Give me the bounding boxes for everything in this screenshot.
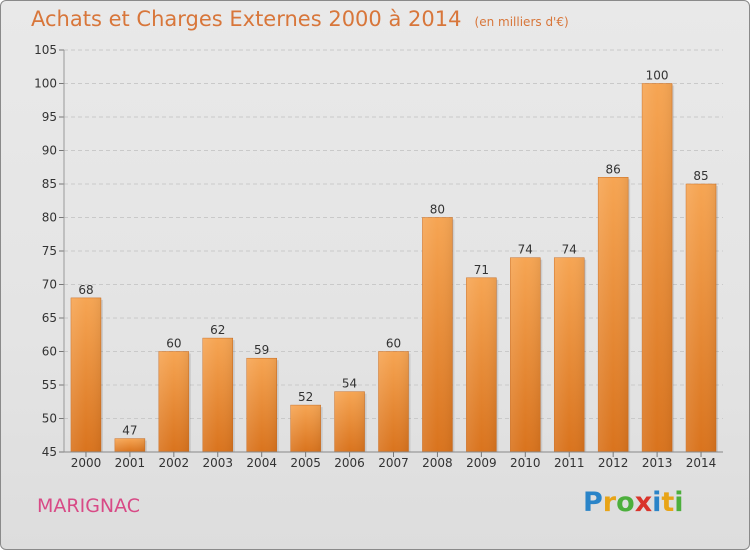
data-label: 74 (562, 243, 577, 257)
proxiti-logo: Proxiti (583, 487, 684, 518)
bar-shine (290, 405, 321, 452)
x-tick-label: 2011 (554, 456, 585, 470)
x-tick-label: 2014 (686, 456, 717, 470)
bar-shine (158, 351, 189, 452)
x-tick-label: 2003 (202, 456, 233, 470)
data-label: 71 (474, 263, 489, 277)
y-tick-label: 105 (34, 43, 57, 57)
chart-subtitle: (en milliers d'€) (474, 15, 569, 29)
title-row: Achats et Charges Externes 2000 à 2014 (… (31, 7, 569, 31)
bar-shine (378, 351, 409, 452)
data-label: 60 (386, 337, 401, 351)
logo-letter: P (583, 487, 603, 518)
x-tick-label: 2001 (115, 456, 146, 470)
x-tick-label: 2006 (334, 456, 365, 470)
bar-shine (598, 177, 629, 453)
bar-shine (202, 338, 233, 452)
logo-letter: i (674, 487, 684, 518)
logo-letter: i (652, 487, 662, 518)
x-tick-label: 2009 (466, 456, 497, 470)
y-tick-label: 80 (42, 211, 57, 225)
bar-shine (686, 184, 717, 452)
logo-letter: r (602, 487, 617, 518)
data-label: 80 (430, 203, 445, 217)
axis-layer: 45 50 55 60 65 70 75 80 85 90 95 100 105 2000 2001 2002… (34, 43, 723, 470)
y-tick-label: 95 (42, 110, 57, 124)
bar-shine (466, 277, 497, 452)
data-label: 86 (606, 162, 621, 176)
chart-title: Achats et Charges Externes 2000 à 2014 (31, 7, 462, 31)
x-tick-label: 2002 (159, 456, 190, 470)
y-tick-label: 50 (42, 412, 57, 426)
y-tick-label: 65 (42, 311, 57, 325)
data-label: 62 (210, 323, 225, 337)
y-tick-label: 75 (42, 244, 57, 258)
bar-shine (510, 257, 541, 452)
x-tick-label: 2005 (290, 456, 321, 470)
data-label: 59 (254, 343, 269, 357)
x-tick-label: 2013 (642, 456, 673, 470)
data-label: 85 (693, 169, 708, 183)
bar-shine (422, 217, 453, 452)
bar-shine (334, 391, 365, 452)
x-tick-label: 2012 (598, 456, 629, 470)
data-label: 54 (342, 377, 357, 391)
logo-letter: t (661, 487, 675, 518)
x-tick-label: 2008 (422, 456, 453, 470)
data-label: 52 (298, 390, 313, 404)
bar-shine (114, 438, 145, 452)
data-label: 74 (518, 243, 533, 257)
bar-shine (554, 257, 585, 452)
place-name: MARIGNAC (37, 495, 141, 517)
logo-letter: o (616, 487, 635, 518)
x-tick-label: 2007 (378, 456, 409, 470)
logo-letter: x (634, 487, 653, 518)
data-label: 47 (122, 424, 137, 438)
bar-shine (246, 358, 277, 452)
x-tick-label: 2004 (246, 456, 277, 470)
y-tick-label: 85 (42, 177, 57, 191)
bar-shine (70, 297, 101, 452)
y-tick-label: 90 (42, 144, 57, 158)
x-tick-label: 2000 (71, 456, 102, 470)
y-tick-label: 55 (42, 378, 57, 392)
y-tick-label: 45 (42, 445, 57, 459)
y-tick-label: 100 (34, 77, 57, 91)
bars-layer: 68 47 60 62 59 52 54 60 80 71 74 74 86 100 85 (70, 69, 719, 453)
data-label: 100 (646, 69, 669, 83)
y-tick-label: 70 (42, 278, 57, 292)
y-tick-label: 60 (42, 345, 57, 359)
bar-shine (642, 83, 673, 452)
data-label: 60 (166, 337, 181, 351)
data-label: 68 (78, 283, 93, 297)
x-tick-label: 2010 (510, 456, 541, 470)
